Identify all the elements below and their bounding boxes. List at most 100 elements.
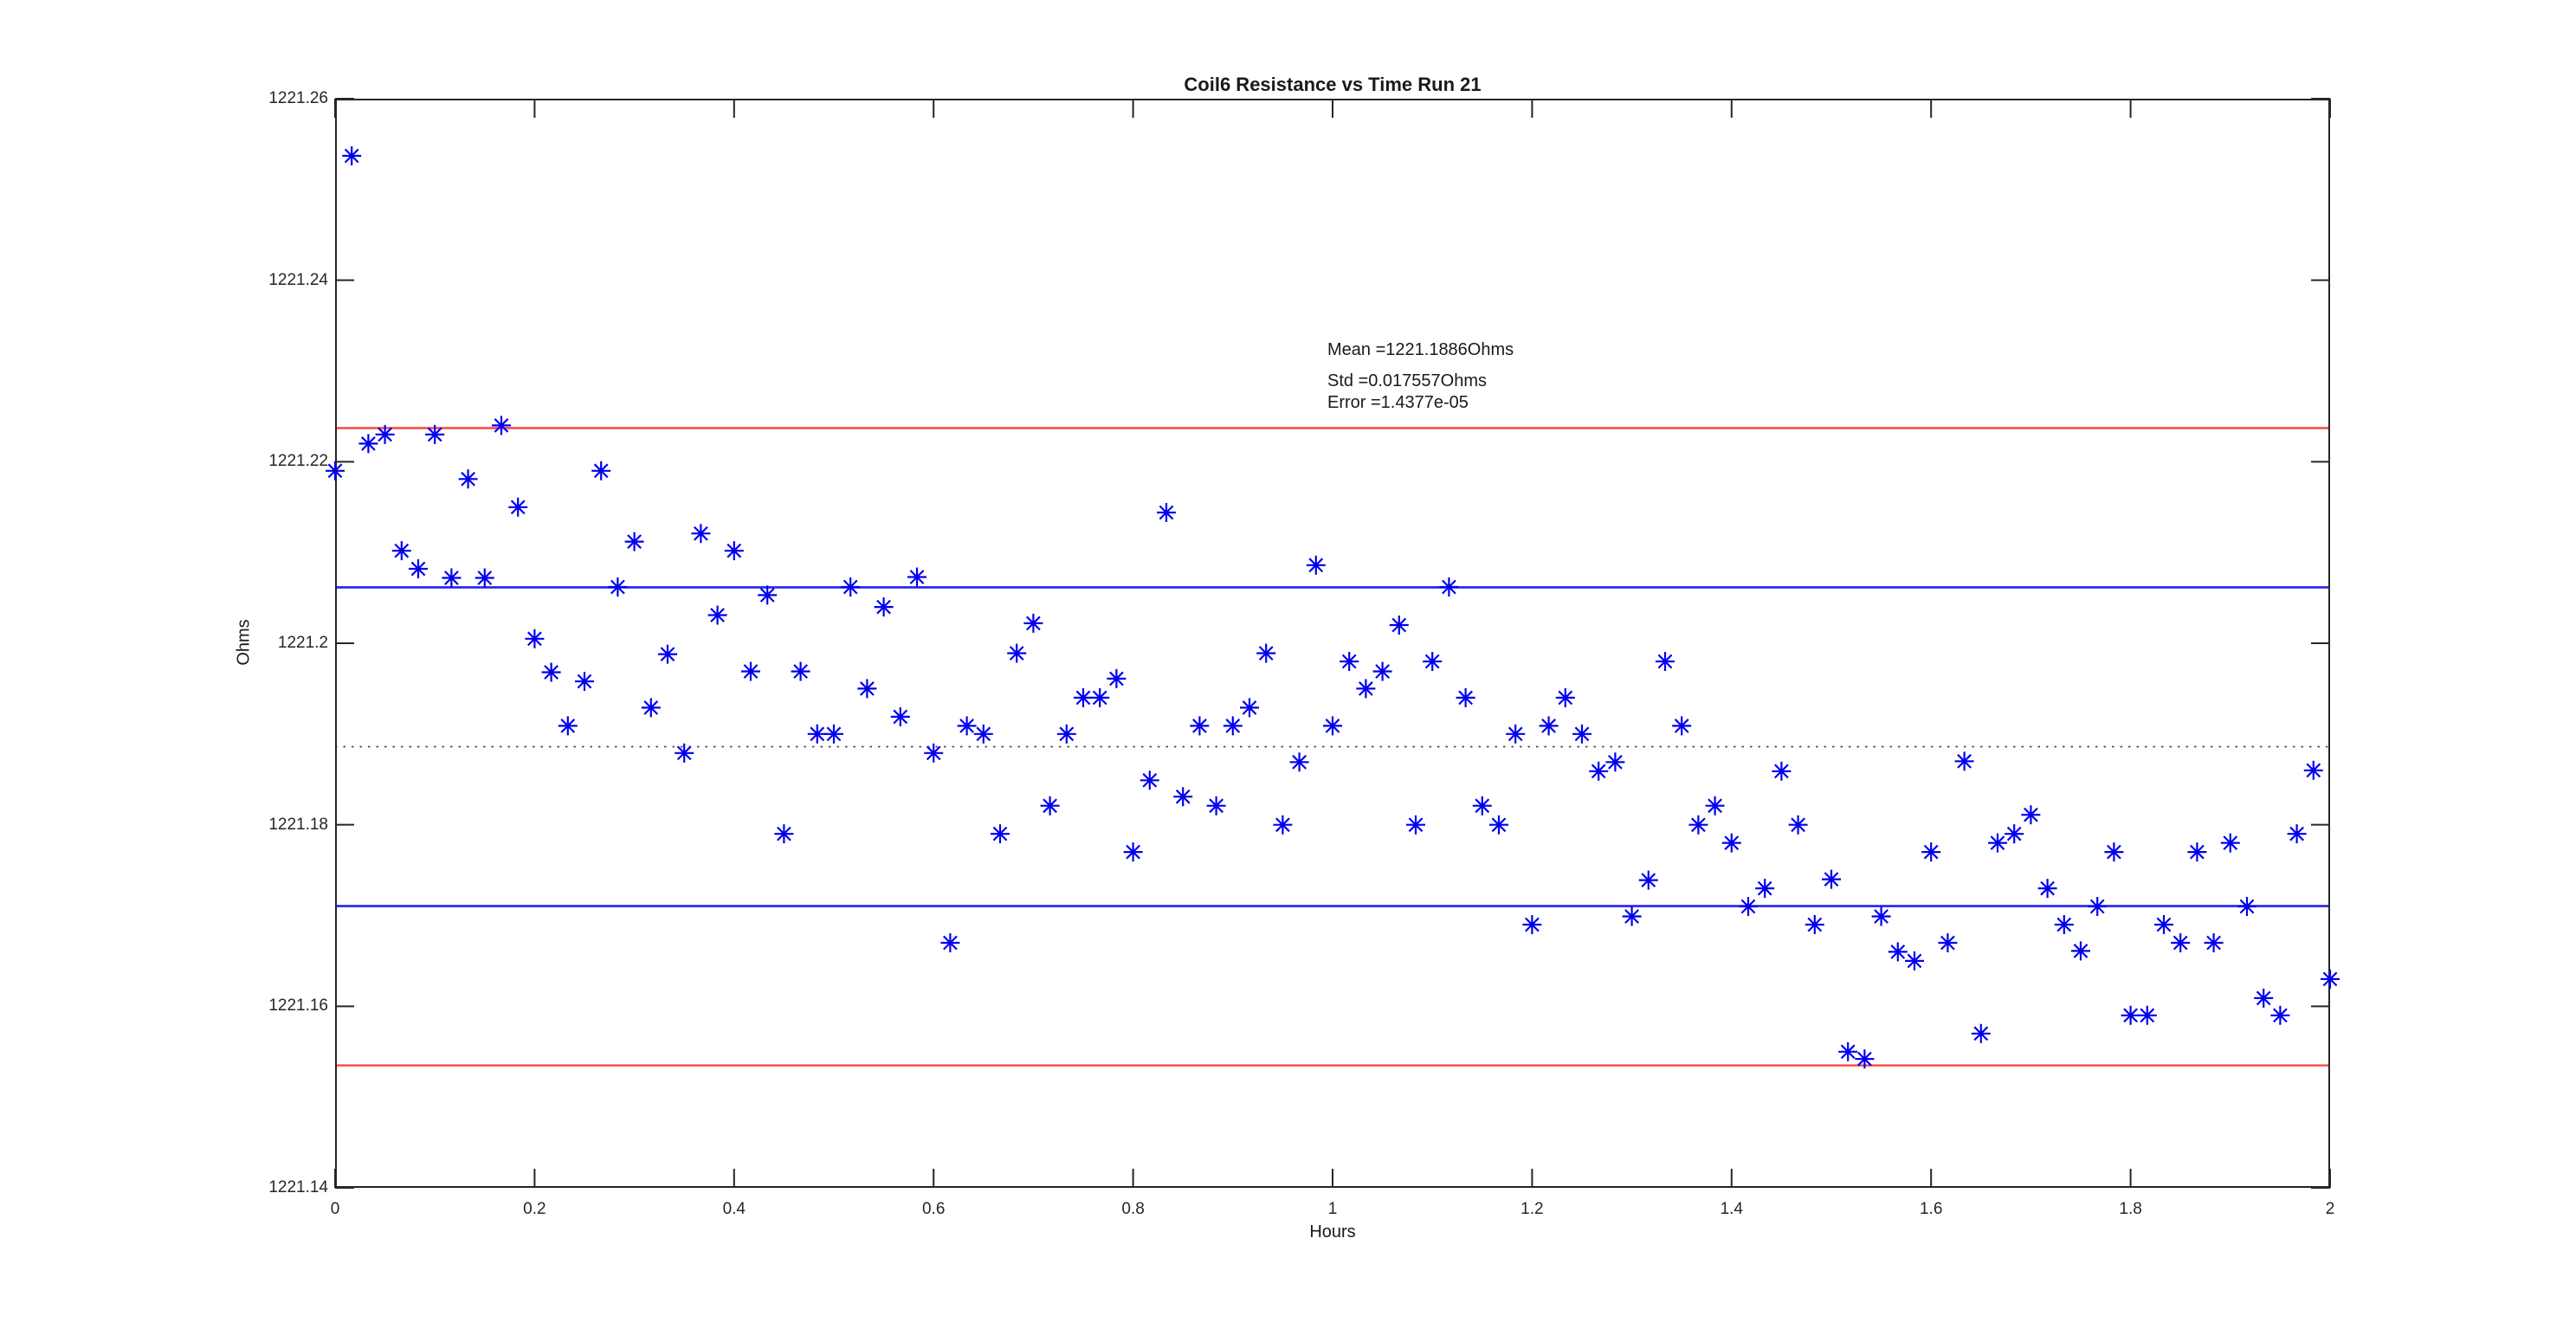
data-point-marker [1074, 687, 1093, 707]
data-point-marker [774, 824, 794, 844]
y-axis-label: Ohms [234, 619, 254, 666]
data-point-marker [326, 461, 345, 480]
data-point-marker [1506, 724, 1526, 744]
data-point-marker [1223, 716, 1243, 736]
data-point-marker [1871, 906, 1891, 926]
x-tick-label: 1.4 [1720, 1200, 1744, 1218]
data-point-marker [807, 724, 827, 744]
data-point-marker [1938, 933, 1958, 952]
data-point-marker [1157, 503, 1176, 522]
data-point-marker [2037, 879, 2057, 899]
data-point-marker [1206, 796, 1226, 816]
data-point-marker [492, 416, 511, 435]
y-tick-label: 1221.2 [277, 634, 328, 652]
data-point-marker [608, 577, 628, 597]
data-point-marker [1988, 833, 2007, 853]
data-point-marker [1638, 870, 1658, 890]
data-point-marker [1555, 687, 1575, 707]
data-point-marker [1240, 698, 1259, 718]
data-point-marker [1656, 652, 1675, 671]
x-axis-label: Hours [1309, 1222, 1356, 1241]
data-point-marker [1822, 869, 1841, 889]
data-point-marker [758, 585, 778, 605]
data-point-marker [973, 724, 993, 744]
data-point-marker [375, 424, 395, 444]
y-tick-label: 1221.22 [268, 452, 328, 471]
data-point-marker [1406, 815, 1425, 835]
data-point-marker [1788, 815, 1808, 835]
data-point-marker [890, 706, 910, 726]
data-point-marker [1705, 796, 1725, 816]
data-point-marker [409, 559, 428, 578]
y-tick-label: 1221.24 [268, 270, 328, 289]
data-point-marker [1190, 716, 1210, 736]
y-tick-label: 1221.14 [268, 1178, 328, 1196]
data-point-marker [1323, 716, 1342, 736]
data-point-marker [342, 146, 362, 165]
data-point-marker [2005, 824, 2024, 844]
data-point-marker [2121, 1005, 2140, 1025]
data-point-marker [442, 568, 462, 588]
data-point-marker [991, 824, 1010, 844]
y-tick-label: 1221.16 [268, 996, 328, 1016]
data-point-marker [1173, 787, 1193, 807]
data-point-marker [2220, 833, 2240, 853]
data-point-marker [2187, 842, 2207, 862]
data-point-marker [358, 434, 378, 454]
chart-title: Coil6 Resistance vs Time Run 21 [1184, 74, 1482, 95]
data-point-marker [1372, 661, 1392, 681]
data-point-marker [1522, 915, 1542, 934]
annotation-error: Error =1.4377e-05 [1327, 393, 1469, 412]
data-point-marker [2104, 842, 2124, 862]
data-point-marker [957, 716, 977, 736]
annotation-box: Mean =1221.1886Ohms Std =0.017557Ohms Er… [1327, 339, 1514, 414]
data-point-marker [1672, 716, 1692, 736]
data-point-marker [874, 597, 894, 617]
data-point-marker [2270, 1005, 2290, 1025]
data-point-marker [525, 629, 545, 648]
data-point-marker [541, 662, 561, 682]
data-point-marker [2303, 760, 2323, 780]
data-point-marker [1340, 652, 1359, 671]
data-point-marker [1539, 716, 1559, 736]
plot-border [335, 99, 2330, 1188]
data-point-marker [1622, 906, 1642, 926]
data-point-marker [508, 497, 528, 517]
data-point-marker [2171, 933, 2191, 952]
data-point-marker [1456, 687, 1475, 707]
data-point-marker [2321, 969, 2340, 989]
x-tick-label: 2 [2325, 1200, 2335, 1218]
x-tick-label: 1.6 [1919, 1200, 1943, 1218]
data-point-marker [1356, 679, 1376, 699]
data-point-marker [558, 716, 578, 736]
data-point-marker [2137, 1005, 2157, 1025]
data-point-marker [1905, 951, 1924, 971]
data-point-marker [1489, 815, 1508, 835]
data-point-marker [2237, 897, 2256, 916]
data-point-marker [724, 541, 744, 561]
data-point-marker [924, 743, 944, 763]
data-point-marker [1605, 752, 1625, 772]
data-point-marker [1256, 643, 1276, 663]
data-point-marker [1804, 915, 1824, 934]
plot-svg [326, 98, 2340, 1189]
data-point-marker [1123, 842, 1143, 862]
y-tick-label: 1221.26 [268, 89, 328, 107]
data-point-marker [2254, 988, 2274, 1008]
data-point-marker [1721, 833, 1741, 853]
data-point-marker [658, 644, 677, 664]
data-point-marker [2154, 915, 2173, 934]
data-point-marker [1023, 613, 1043, 633]
data-point-marker [824, 724, 843, 744]
data-point-marker [2204, 933, 2224, 952]
data-point-marker [1739, 897, 1758, 916]
data-point-marker [707, 605, 727, 625]
data-point-marker [1107, 668, 1127, 688]
data-point-marker [2088, 897, 2108, 916]
data-point-marker [1572, 724, 1591, 744]
data-point-marker [841, 577, 861, 597]
data-point-marker [1589, 761, 1609, 781]
data-point-marker [857, 679, 877, 699]
plot-area: Mean =1221.1886Ohms Std =0.017557Ohms Er… [326, 98, 2340, 1189]
